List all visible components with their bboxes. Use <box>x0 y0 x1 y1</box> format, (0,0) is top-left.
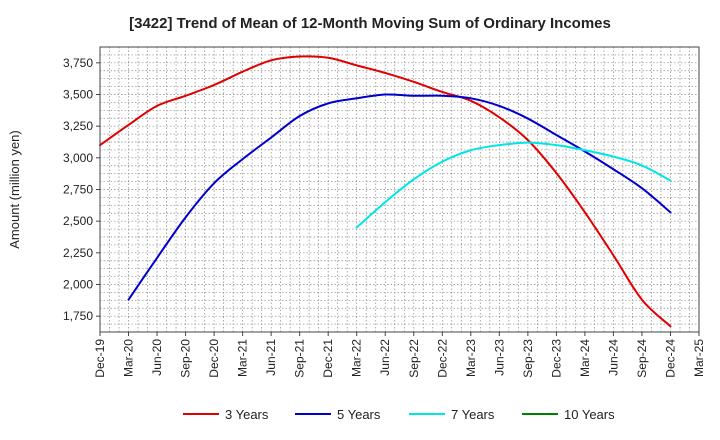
x-tick-label: Sep-21 <box>293 339 307 378</box>
legend-label-3-years: 3 Years <box>225 407 269 422</box>
x-tick-label: Sep-22 <box>407 339 421 378</box>
x-tick-label: Jun-23 <box>492 339 506 376</box>
legend-label-5-years: 5 Years <box>337 407 381 422</box>
y-tick-label: 2,000 <box>63 278 93 292</box>
legend-label-10-years: 10 Years <box>564 407 615 422</box>
x-tick-label: Jun-22 <box>378 339 392 376</box>
x-tick-label: Dec-20 <box>207 339 221 378</box>
series-lines <box>99 55 672 328</box>
y-tick-label: 2,500 <box>63 214 93 228</box>
x-tick-label: Mar-24 <box>578 339 592 377</box>
x-tick-label: Dec-19 <box>93 339 107 378</box>
series-line-3-years <box>99 55 672 328</box>
legend-label-7-years: 7 Years <box>451 407 495 422</box>
x-tick-label: Dec-24 <box>663 339 677 378</box>
x-tick-label: Jun-20 <box>150 339 164 376</box>
y-tick-label: 2,750 <box>63 183 93 197</box>
x-tick-label: Jun-24 <box>606 339 620 376</box>
y-tick-label: 2,250 <box>63 246 93 260</box>
x-tick-label: Mar-20 <box>122 339 136 377</box>
x-tick-label: Mar-21 <box>236 339 250 377</box>
y-tick-label: 3,000 <box>63 151 93 165</box>
y-tick-label: 3,250 <box>63 119 93 133</box>
y-tick-label: 3,500 <box>63 88 93 102</box>
y-axis: 1,750 2,000 2,250 2,500 2,750 3,000 3,250 3,500… <box>63 56 100 323</box>
x-axis: Dec-19 Mar-20 Jun-20 Sep-20 Dec-20 Mar-21 Jun-… <box>93 332 706 378</box>
series-line-7-years <box>355 141 672 229</box>
y-axis-title: Amount (million yen) <box>7 130 22 249</box>
x-tick-label: Dec-23 <box>549 339 563 378</box>
x-tick-label: Mar-25 <box>692 339 706 377</box>
y-tick-label: 1,750 <box>63 309 93 323</box>
x-tick-label: Mar-23 <box>464 339 478 377</box>
x-tick-label: Mar-22 <box>350 339 364 377</box>
chart-title: [3422] Trend of Mean of 12-Month Moving … <box>129 15 611 32</box>
legend: 3 Years 5 Years 7 Years 10 Years <box>183 407 615 422</box>
x-tick-label: Jun-21 <box>264 339 278 376</box>
x-tick-label: Dec-22 <box>435 339 449 378</box>
x-tick-label: Sep-23 <box>521 339 535 378</box>
x-tick-label: Dec-21 <box>321 339 335 378</box>
x-tick-label: Sep-20 <box>179 339 193 378</box>
y-tick-label: 3,750 <box>63 56 93 70</box>
x-tick-label: Sep-24 <box>635 339 649 378</box>
